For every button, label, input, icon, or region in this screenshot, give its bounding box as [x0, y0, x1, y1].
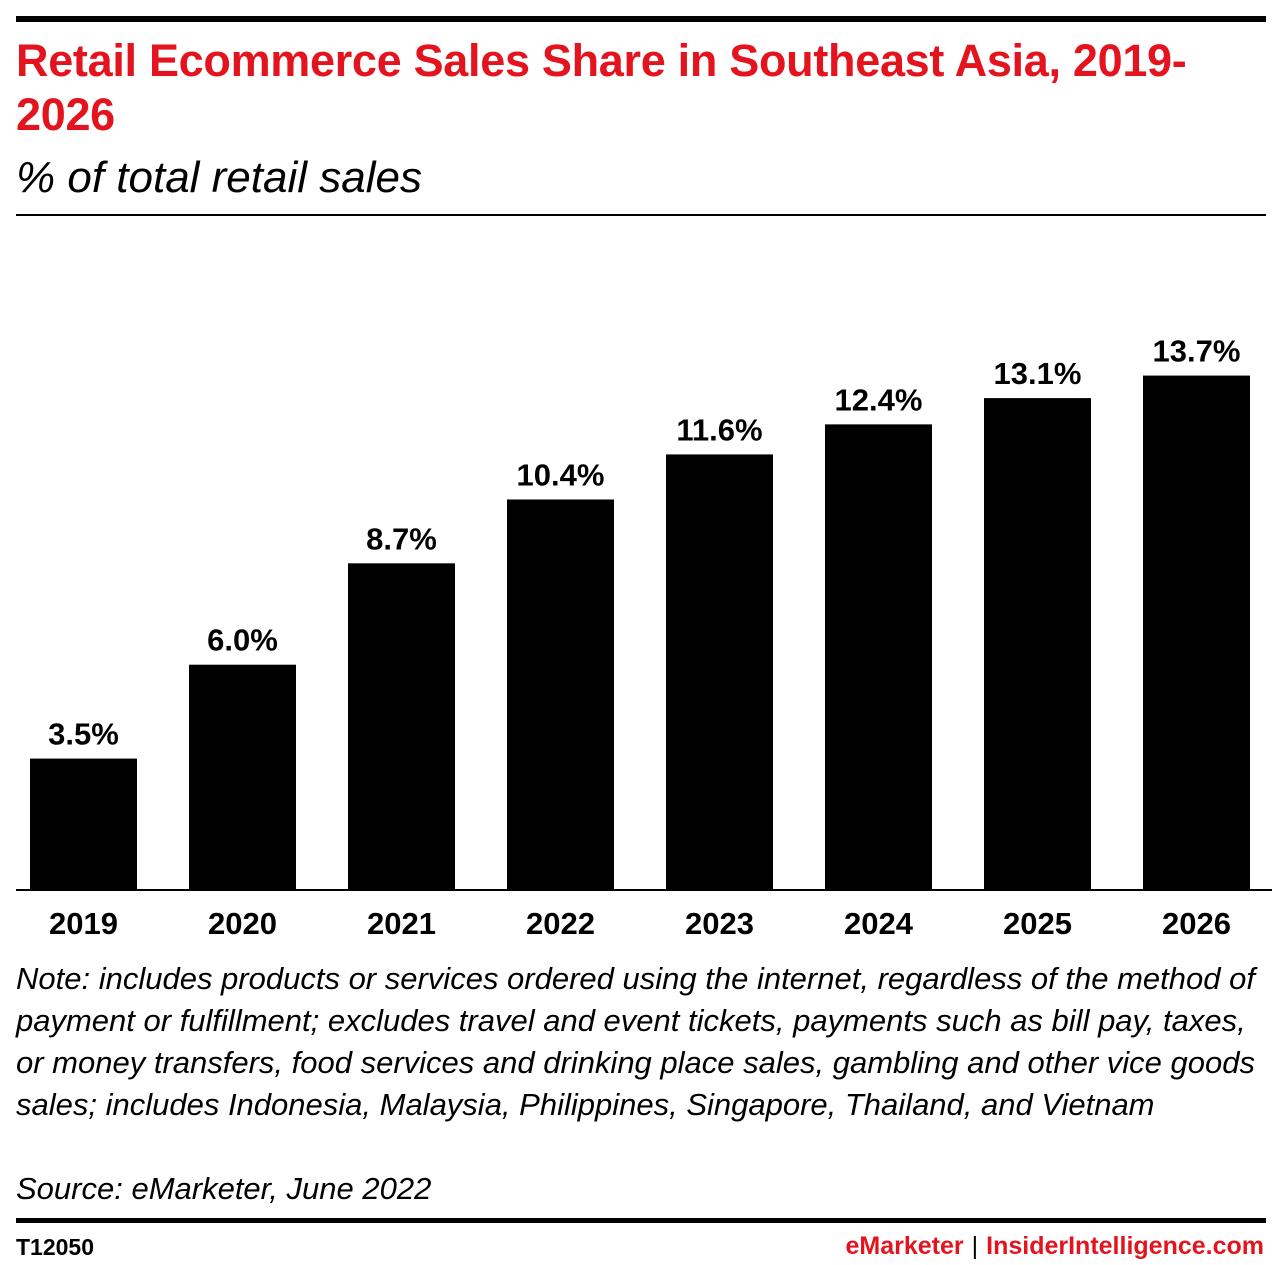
x-tick-label-2024: 2024: [844, 906, 914, 941]
bar-2021: [348, 563, 455, 890]
bar-2024: [825, 424, 932, 890]
data-labels-group: 3.5% 6.0% 8.7% 10.4% 11.6% 12.4% 13.1% 13.7%: [48, 334, 1240, 752]
data-label-2024: 12.4%: [835, 382, 923, 417]
brand-emarketer: eMarketer: [845, 1232, 964, 1260]
data-label-2021: 8.7%: [366, 521, 437, 556]
data-label-2026: 13.7%: [1153, 334, 1241, 369]
bar-2019: [30, 758, 137, 890]
x-tick-label-2021: 2021: [367, 906, 436, 941]
top-rule: [16, 16, 1266, 22]
data-label-2023: 11.6%: [676, 412, 762, 447]
header-rule: [16, 214, 1266, 216]
brand-insider-intelligence: InsiderIntelligence.com: [986, 1232, 1264, 1260]
footer-rule: [16, 1218, 1266, 1223]
x-tick-label-2026: 2026: [1162, 906, 1231, 941]
x-tick-label-2025: 2025: [1003, 906, 1072, 941]
data-label-2020: 6.0%: [207, 623, 278, 658]
chart-id: T12050: [16, 1234, 95, 1260]
data-label-2022: 10.4%: [517, 457, 605, 492]
bars-group: [30, 375, 1250, 890]
bar-chart: 3.5% 6.0% 8.7% 10.4% 11.6% 12.4% 13.1% 13.7% 20…: [16, 334, 1272, 941]
bar-2025: [984, 398, 1091, 890]
bar-2023: [666, 454, 773, 890]
brand-credit: eMarketer | InsiderIntelligence.com: [846, 1231, 1265, 1261]
x-tick-label-2019: 2019: [49, 906, 118, 941]
x-tick-label-2020: 2020: [208, 906, 277, 941]
x-tick-label-2023: 2023: [685, 906, 754, 941]
x-tick-label-2022: 2022: [526, 906, 595, 941]
source-note: Source: eMarketer, June 2022: [16, 1171, 432, 1206]
data-label-2025: 13.1%: [994, 356, 1082, 391]
bar-2022: [507, 499, 614, 890]
bar-2026: [1143, 375, 1250, 890]
bar-2020: [189, 664, 296, 890]
footnote: Note: includes products or services orde…: [16, 961, 1255, 1122]
chart-title: Retail Ecommerce Sales Share in Southeas…: [16, 35, 1187, 140]
x-tick-labels-group: 2019 2020 2021 2022 2023 2024 2025 2026: [49, 906, 1231, 941]
brand-separator: |: [971, 1232, 979, 1260]
data-label-2019: 3.5%: [48, 717, 119, 752]
chart-subtitle: % of total retail sales: [16, 153, 422, 202]
